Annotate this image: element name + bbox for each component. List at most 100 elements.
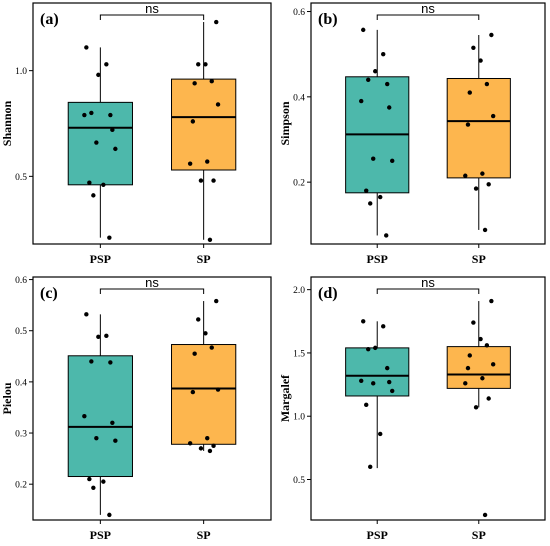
y-tick-label: 1.5 — [293, 349, 305, 359]
x-tick-label: SP — [472, 528, 486, 542]
data-point — [190, 119, 196, 124]
data-point — [207, 237, 213, 242]
significance-bracket — [99, 288, 205, 294]
data-point — [366, 346, 371, 352]
data-point — [94, 140, 99, 145]
data-point — [214, 298, 219, 304]
data-point — [387, 105, 392, 110]
x-tick-label: PSP — [90, 528, 111, 542]
box-body — [446, 346, 511, 389]
x-tick-label: SP — [197, 528, 211, 542]
y-tick-label: 0.5 — [15, 173, 27, 183]
data-point — [473, 186, 479, 191]
y-axis-label: Simpson — [278, 101, 292, 145]
y-tick-label: 0.4 — [15, 378, 27, 388]
x-tick-label: SP — [472, 252, 486, 266]
x-tick-label: PSP — [367, 528, 388, 542]
data-point — [91, 193, 96, 198]
significance-bracket — [376, 14, 480, 20]
x-tick-label: PSP — [367, 252, 388, 266]
box-body — [345, 347, 410, 397]
data-point — [463, 381, 468, 386]
data-point — [381, 324, 386, 329]
data-point — [187, 441, 193, 446]
box-psp — [67, 47, 133, 238]
significance-bracket — [99, 14, 205, 20]
significance-bracket — [376, 288, 480, 294]
y-tick-label: 1.0 — [15, 67, 27, 77]
data-point — [482, 227, 488, 233]
y-axis-label: Margalef — [278, 374, 292, 422]
data-point — [480, 171, 485, 176]
data-point — [467, 353, 472, 358]
panel-label: (d) — [318, 285, 338, 302]
data-point — [104, 62, 109, 67]
data-point — [387, 379, 392, 385]
panel-label: (a) — [40, 11, 59, 28]
data-point — [187, 161, 193, 166]
data-point — [478, 58, 483, 63]
box-body — [171, 344, 237, 445]
data-point — [489, 32, 494, 38]
data-point — [484, 81, 490, 87]
data-point — [463, 173, 468, 178]
data-point — [373, 345, 378, 351]
box-psp — [67, 314, 133, 515]
data-point — [359, 378, 364, 383]
panel-frame — [32, 276, 272, 521]
data-point — [486, 396, 491, 401]
data-point — [473, 405, 479, 410]
data-point — [89, 359, 94, 364]
data-point — [87, 180, 92, 185]
data-point — [211, 443, 216, 449]
data-point — [478, 336, 483, 342]
data-point — [113, 438, 118, 443]
box-sp — [446, 34, 511, 230]
data-point — [385, 81, 390, 87]
box-body — [67, 101, 133, 186]
data-point — [104, 333, 109, 339]
data-point — [198, 446, 204, 451]
data-point — [373, 69, 378, 74]
data-point — [384, 233, 389, 238]
data-point — [378, 431, 383, 437]
box-sp — [171, 22, 237, 240]
y-tick-label: 0.5 — [15, 327, 27, 337]
panel-frame — [32, 2, 272, 245]
data-point — [390, 388, 395, 394]
data-point — [192, 81, 197, 86]
y-tick-label: 1.0 — [293, 413, 305, 423]
data-point — [205, 159, 210, 164]
data-point — [465, 122, 471, 127]
box-psp — [345, 321, 410, 469]
y-tick-label: 0.5 — [293, 476, 305, 486]
y-tick-label: 0.2 — [293, 179, 305, 189]
significance-label: ns — [145, 1, 159, 16]
data-point — [108, 112, 113, 118]
data-point — [211, 178, 216, 183]
data-point — [190, 389, 196, 395]
data-point — [480, 376, 485, 381]
data-point — [110, 127, 115, 133]
data-point — [471, 320, 476, 325]
data-point — [207, 448, 213, 454]
data-point — [490, 113, 496, 119]
data-point — [101, 182, 106, 188]
y-tick-label: 0.3 — [15, 430, 27, 440]
data-point — [101, 479, 106, 484]
y-tick-label: 0.2 — [15, 481, 27, 491]
panel-frame — [310, 276, 546, 521]
panel-2: (b) Simpson 0.2 0.4 0.6 PSP SP ns — [278, 1, 546, 266]
data-point — [371, 381, 376, 386]
data-point — [108, 360, 113, 365]
y-axis-label: Shannon — [0, 100, 14, 146]
data-point — [490, 362, 496, 367]
data-point — [467, 90, 472, 95]
y-axis-label: Pielou — [0, 382, 14, 414]
data-point — [368, 464, 373, 470]
data-point — [110, 420, 115, 425]
x-tick-label: SP — [197, 252, 211, 266]
data-point — [361, 319, 366, 324]
data-point — [192, 351, 197, 356]
data-point — [107, 512, 112, 518]
